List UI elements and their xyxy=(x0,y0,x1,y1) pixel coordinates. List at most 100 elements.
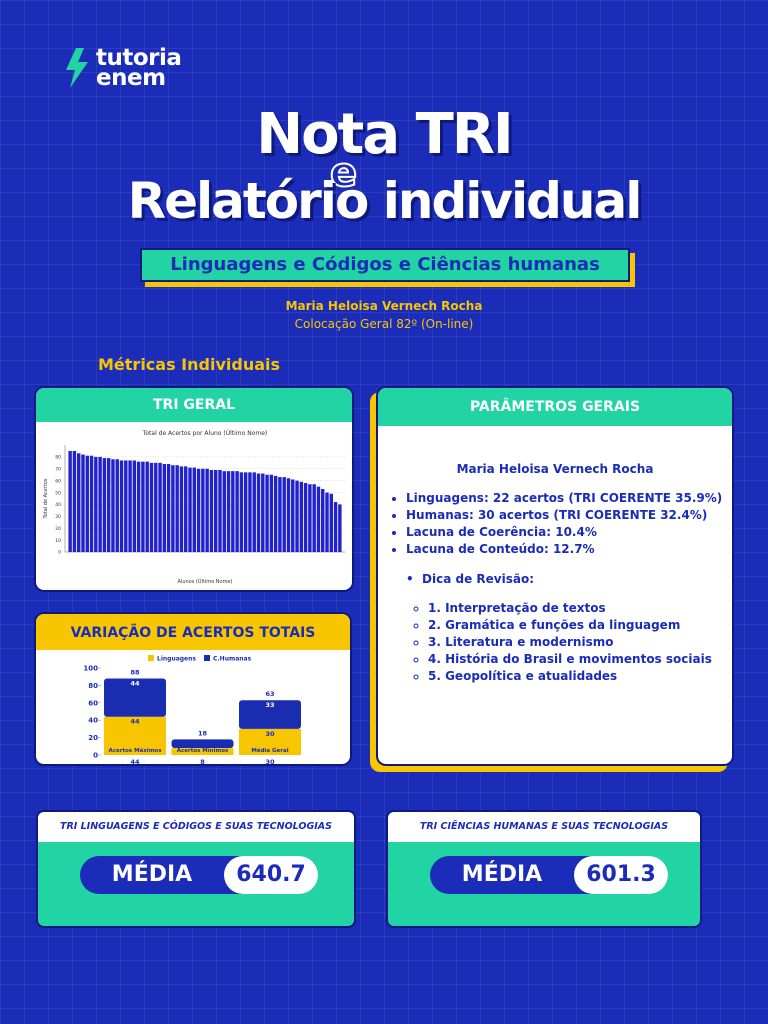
y-tick-label: 20 xyxy=(55,526,61,532)
bar xyxy=(308,484,312,552)
y-tick-label: 70 xyxy=(55,466,61,472)
bar xyxy=(256,473,261,552)
bar xyxy=(98,456,102,552)
param-item: Lacuna de Coerência: 10.4% xyxy=(406,524,732,541)
score-label: MÉDIA xyxy=(111,862,193,887)
section-title: Métricas Individuais xyxy=(98,355,281,374)
param-item: Lacuna de Conteúdo: 12.7% xyxy=(406,541,732,558)
bar xyxy=(291,479,295,552)
bar xyxy=(119,460,124,552)
legend-swatch xyxy=(204,655,210,661)
bar xyxy=(128,460,132,552)
segment-label: 44 xyxy=(130,718,140,726)
bar xyxy=(136,461,141,552)
bar xyxy=(286,478,291,552)
bar xyxy=(145,461,149,552)
bar xyxy=(94,456,98,552)
bar xyxy=(188,467,192,552)
logo-text: enem xyxy=(96,65,166,91)
tip-item: 4. História do Brasil e movimentos socia… xyxy=(428,651,732,668)
y-axis-label: Total de Acertos xyxy=(43,478,49,519)
y-tick-label: 60 xyxy=(88,699,98,707)
category-label: Acertos Mínimos xyxy=(177,747,229,754)
bar xyxy=(166,464,171,552)
bar xyxy=(261,473,265,552)
y-tick-label: 20 xyxy=(88,734,98,742)
bar xyxy=(149,462,154,552)
bar xyxy=(312,484,316,552)
score-pill: MÉDIA 601.3 xyxy=(430,856,668,894)
bar xyxy=(179,466,184,552)
tip-item: 2. Gramática e funções da linguagem xyxy=(428,617,732,634)
param-item: Linguagens: 22 acertos (TRI COERENTE 35.… xyxy=(406,490,732,507)
title-connector: e xyxy=(329,149,358,197)
bar xyxy=(321,488,325,552)
total-label: 18 xyxy=(198,729,208,737)
bar xyxy=(196,468,201,552)
tip-item: 1. Interpretação de textos xyxy=(428,600,732,617)
param-list: Linguagens: 22 acertos (TRI COERENTE 35.… xyxy=(378,490,732,558)
bar xyxy=(269,474,274,552)
bar xyxy=(209,469,214,552)
bar xyxy=(76,453,81,552)
panel-header: PARÂMETROS GERAIS xyxy=(378,388,732,426)
bar xyxy=(338,504,342,552)
stacked-bar-chart: Linguagens C.Humanas 0 20 40 60 80 100 44 44 88 Ace… xyxy=(83,655,301,766)
chart-title: Total de Acertos por Aluno (Último Nome) xyxy=(142,430,268,437)
bar xyxy=(111,459,115,552)
title: Relatório individual xyxy=(127,172,643,230)
bar xyxy=(248,472,252,552)
panel-header: TRI GERAL xyxy=(36,388,352,422)
y-tick-label: 100 xyxy=(83,665,98,673)
bar xyxy=(316,486,321,552)
base-label: 44 xyxy=(130,758,140,766)
bar xyxy=(85,455,89,552)
bar xyxy=(213,469,218,552)
tip-title-text: Dica de Revisão: xyxy=(422,572,534,586)
bar xyxy=(218,469,222,552)
bar xyxy=(141,461,145,552)
param-name: Maria Heloisa Vernech Rocha xyxy=(456,462,654,476)
bar xyxy=(252,472,256,552)
bar xyxy=(226,471,231,552)
bar-segment xyxy=(239,700,301,729)
bar xyxy=(154,462,158,552)
y-tick-label: 40 xyxy=(55,502,61,508)
bar xyxy=(273,475,278,552)
parametros-panel: PARÂMETROS GERAIS Maria Heloisa Vernech … xyxy=(376,386,734,766)
bar-segment xyxy=(171,748,234,755)
legend-label: C.Humanas xyxy=(213,656,252,663)
bar xyxy=(333,502,338,552)
score-card: TRI LINGUAGENS E CÓDIGOS E SUAS TECNOLOG… xyxy=(36,810,356,928)
y-tick-label: 0 xyxy=(58,550,61,556)
bar xyxy=(231,471,235,552)
bar xyxy=(175,465,179,552)
title: Nota TRI xyxy=(256,102,514,167)
tip-list: 1. Interpretação de textos2. Gramática e… xyxy=(378,600,732,685)
bar xyxy=(106,458,111,552)
score-card: TRI CIÊNCIAS HUMANAS E SUAS TECNOLOGIAS … xyxy=(386,810,702,928)
score-value: 601.3 xyxy=(574,856,668,894)
bar-chart: Total de Acertos por Aluno (Último Nome)… xyxy=(43,430,345,585)
bar xyxy=(325,492,329,552)
bar xyxy=(171,465,175,552)
bar-segment xyxy=(104,678,166,717)
category-label: Média Geral xyxy=(251,747,288,754)
bar xyxy=(329,493,334,552)
bar xyxy=(162,464,167,552)
bar xyxy=(201,468,205,552)
bar-segment xyxy=(171,739,234,749)
bar-segment xyxy=(239,728,301,755)
score-title: TRI CIÊNCIAS HUMANAS E SUAS TECNOLOGIAS xyxy=(388,812,700,842)
student-placement: Colocação Geral 82º (On-line) xyxy=(294,317,474,331)
bar xyxy=(89,455,94,552)
bar xyxy=(184,466,188,552)
y-tick-label: 10 xyxy=(55,538,61,544)
score-value: 640.7 xyxy=(224,856,318,894)
y-tick-label: 40 xyxy=(88,717,98,725)
total-label: 88 xyxy=(130,668,140,676)
bar-segment xyxy=(104,716,166,755)
logo-text: tutoria xyxy=(96,45,182,71)
segment-label: 33 xyxy=(265,701,274,709)
